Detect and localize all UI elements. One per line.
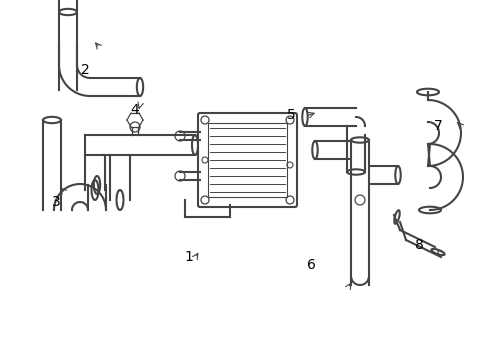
Text: 4: 4: [130, 103, 139, 117]
Text: 8: 8: [415, 238, 423, 252]
Text: 6: 6: [307, 258, 316, 271]
Text: 1: 1: [184, 251, 193, 264]
Text: 7: 7: [434, 119, 443, 133]
Text: 2: 2: [81, 63, 90, 77]
Text: 5: 5: [287, 108, 296, 122]
Text: 3: 3: [52, 195, 61, 208]
